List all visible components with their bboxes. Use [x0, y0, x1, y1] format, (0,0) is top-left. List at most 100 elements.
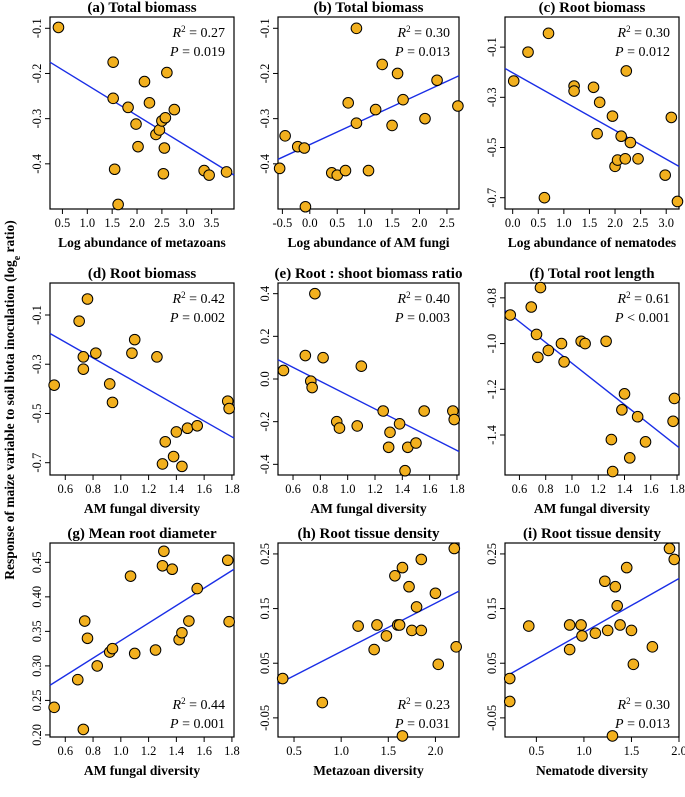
data-point — [112, 198, 124, 211]
x-tick-label: 1.6 — [643, 482, 659, 496]
x-tick-label: 0.5 — [529, 744, 545, 758]
data-point — [659, 169, 671, 181]
data-point — [369, 103, 382, 116]
data-point — [522, 620, 535, 632]
x-tick-label: 0.5 — [286, 744, 302, 758]
data-point — [52, 21, 65, 34]
panel-b: (b) Total biomass -0.5 0.0 0.5 1.0 1.5 2.0 2.5 -… — [258, 0, 464, 250]
data-point — [170, 426, 183, 438]
x-tick-label: 1.6 — [196, 744, 212, 758]
data-point — [450, 641, 462, 653]
panel-f: (f) Total root length 0.6 0.8 1.0 1.2 1.4 1.6 1… — [485, 266, 685, 516]
p-value-label: P = 0.002 — [169, 311, 225, 326]
plot-frame — [504, 542, 680, 738]
data-point — [530, 328, 543, 341]
data-point — [415, 624, 428, 637]
data-point — [191, 582, 203, 595]
panel-a: (a) Total biomass 0.5 1.0 1.5 2.0 2.5 3.0 3.5 -0… — [30, 0, 235, 250]
regression-line — [277, 590, 460, 685]
data-point — [77, 363, 90, 375]
data-point — [181, 422, 194, 435]
y-tick-label: 0.0 — [258, 371, 272, 387]
x-tick-label: 1.0 — [556, 216, 572, 230]
x-tick-label: 2.5 — [633, 216, 649, 230]
y-tick-label: 0.15 — [258, 598, 272, 620]
y-tick-label: -0.5 — [485, 138, 499, 158]
x-tick-label: 2.0 — [129, 216, 145, 230]
data-point — [399, 464, 411, 477]
data-point — [532, 351, 544, 364]
y-tick-label: 0.35 — [30, 620, 44, 642]
data-point — [507, 75, 520, 87]
y-tick-label: 0.25 — [485, 543, 499, 565]
data-point — [317, 351, 329, 364]
panel-title: (i) Root tissue density — [523, 526, 661, 542]
data-point — [309, 287, 321, 300]
data-point — [176, 460, 188, 473]
y-tick-label: -0.3 — [30, 354, 44, 374]
x-tick-label: 3.0 — [179, 216, 195, 230]
x-axis-label: Metazoan diversity — [313, 763, 424, 778]
data-point — [429, 587, 442, 600]
data-point — [576, 630, 588, 642]
data-point — [386, 119, 398, 132]
data-point — [534, 281, 547, 294]
x-tick-label: 1.2 — [590, 482, 606, 496]
x-axis-label: Log abundance of AM fungi — [287, 235, 449, 250]
data-point — [646, 641, 659, 653]
data-point — [71, 673, 84, 686]
x-tick-label: 3.5 — [204, 216, 220, 230]
data-point — [279, 130, 291, 142]
data-point — [615, 130, 627, 143]
data-point — [431, 74, 443, 87]
data-point — [668, 392, 681, 405]
data-point — [158, 142, 171, 154]
data-point — [568, 85, 580, 97]
data-point — [220, 166, 233, 178]
x-tick-label: 1.8 — [224, 482, 240, 496]
x-axis-label: AM fungal diversity — [84, 763, 200, 778]
data-point — [614, 619, 626, 631]
y-tick-label: -0.05 — [485, 705, 499, 731]
x-tick-label: 0.6 — [57, 744, 73, 758]
r-squared-label: R2 = 0.61 — [617, 290, 670, 307]
y-tick-label: 0.45 — [30, 551, 44, 573]
data-point — [393, 418, 406, 430]
data-point — [389, 569, 401, 582]
regression-line — [277, 359, 460, 453]
data-point — [609, 580, 622, 593]
regression-line — [504, 67, 680, 167]
x-tick-label: 2.5 — [154, 216, 170, 230]
data-point — [591, 127, 603, 140]
data-point — [415, 553, 428, 566]
data-point — [124, 570, 137, 582]
x-tick-label: 2.0 — [671, 744, 685, 758]
data-point — [351, 420, 364, 432]
regression-line — [504, 309, 680, 449]
y-tick-label: 0.30 — [30, 655, 44, 677]
data-point — [191, 419, 203, 432]
data-point — [593, 96, 606, 109]
data-point — [48, 701, 60, 714]
data-point — [166, 563, 179, 576]
data-point — [143, 97, 156, 109]
data-point — [48, 379, 60, 391]
data-point — [452, 100, 464, 112]
panel-e: (e) Root : shoot biomass ratio 0.6 0.8 1.0 1… — [258, 266, 465, 516]
data-point — [601, 624, 614, 637]
data-point — [156, 559, 169, 572]
panel-i: (i) Root tissue density 0.5 1.0 1.5 2.0 0.25 0… — [485, 526, 685, 778]
x-tick-label: 0.5 — [55, 216, 71, 230]
data-point — [396, 730, 409, 742]
x-tick-label: 1.4 — [394, 482, 410, 496]
data-point — [81, 632, 94, 645]
data-point — [151, 351, 163, 363]
x-tick-label: 0.8 — [538, 482, 554, 496]
y-tick-label: -0.2 — [258, 412, 272, 432]
y-tick-label: -0.1 — [485, 37, 499, 57]
x-tick-label: 1.4 — [169, 744, 185, 758]
x-tick-label: 1.0 — [79, 216, 95, 230]
data-point — [504, 309, 517, 321]
data-point — [403, 580, 415, 593]
